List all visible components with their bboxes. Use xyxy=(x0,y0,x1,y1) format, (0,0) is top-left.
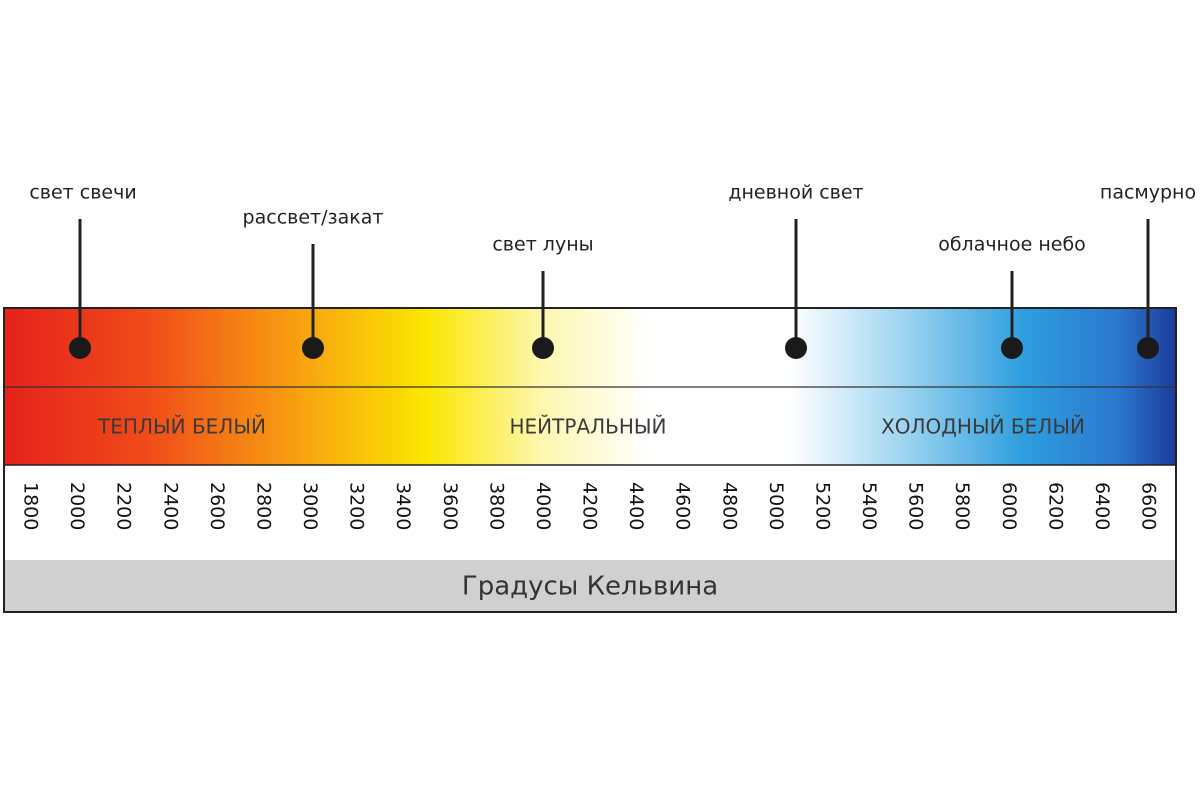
marker-dot xyxy=(69,337,91,359)
scale-label: 2800 xyxy=(252,482,274,530)
scale-label: 3800 xyxy=(485,482,507,530)
marker-dot xyxy=(302,337,324,359)
scale-label: 5400 xyxy=(858,482,880,530)
axis-title: Градусы Кельвина xyxy=(462,572,718,602)
scale-label: 4200 xyxy=(579,482,601,530)
scale-label: 3600 xyxy=(439,482,461,530)
scale-label: 2600 xyxy=(206,482,228,530)
scale-area xyxy=(4,465,1176,560)
scale-label: 6200 xyxy=(1044,482,1066,530)
scale-label: 6600 xyxy=(1138,482,1160,530)
annotation-label: свет свечи xyxy=(29,182,136,204)
scale-label: 4000 xyxy=(532,482,554,530)
scale-label: 3200 xyxy=(346,482,368,530)
scale-label: 2000 xyxy=(66,482,88,530)
scale-label: 5200 xyxy=(811,482,833,530)
annotation-label: дневной свет xyxy=(728,182,863,204)
scale-label: 1800 xyxy=(20,482,42,530)
zone-label: ХОЛОДНЫЙ БЕЛЫЙ xyxy=(881,415,1085,439)
scale-label: 2400 xyxy=(159,482,181,530)
scale-label: 5800 xyxy=(951,482,973,530)
zone-label: ТЕПЛЫЙ БЕЛЫЙ xyxy=(97,415,266,439)
annotation-label: облачное небо xyxy=(938,234,1086,256)
marker-dot xyxy=(1001,337,1023,359)
scale-label: 6000 xyxy=(998,482,1020,530)
annotation-label: пасмурно xyxy=(1100,182,1196,204)
scale-label: 4600 xyxy=(672,482,694,530)
marker-dot xyxy=(785,337,807,359)
frame xyxy=(3,307,1177,613)
scale-label: 4400 xyxy=(625,482,647,530)
marker-dot xyxy=(532,337,554,359)
scale-label: 5000 xyxy=(765,482,787,530)
marker-dot xyxy=(1137,337,1159,359)
annotation-label: рассвет/закат xyxy=(243,207,384,229)
scale-label: 6400 xyxy=(1091,482,1113,530)
annotation-label: свет луны xyxy=(492,234,593,256)
scale-label: 3400 xyxy=(392,482,414,530)
scale-label: 5600 xyxy=(905,482,927,530)
scale-label: 4800 xyxy=(718,482,740,530)
zone-label: НЕЙТРАЛЬНЫЙ xyxy=(509,415,666,439)
scale-label: 2200 xyxy=(113,482,135,530)
axis-band xyxy=(4,560,1176,612)
scale-label: 3000 xyxy=(299,482,321,530)
